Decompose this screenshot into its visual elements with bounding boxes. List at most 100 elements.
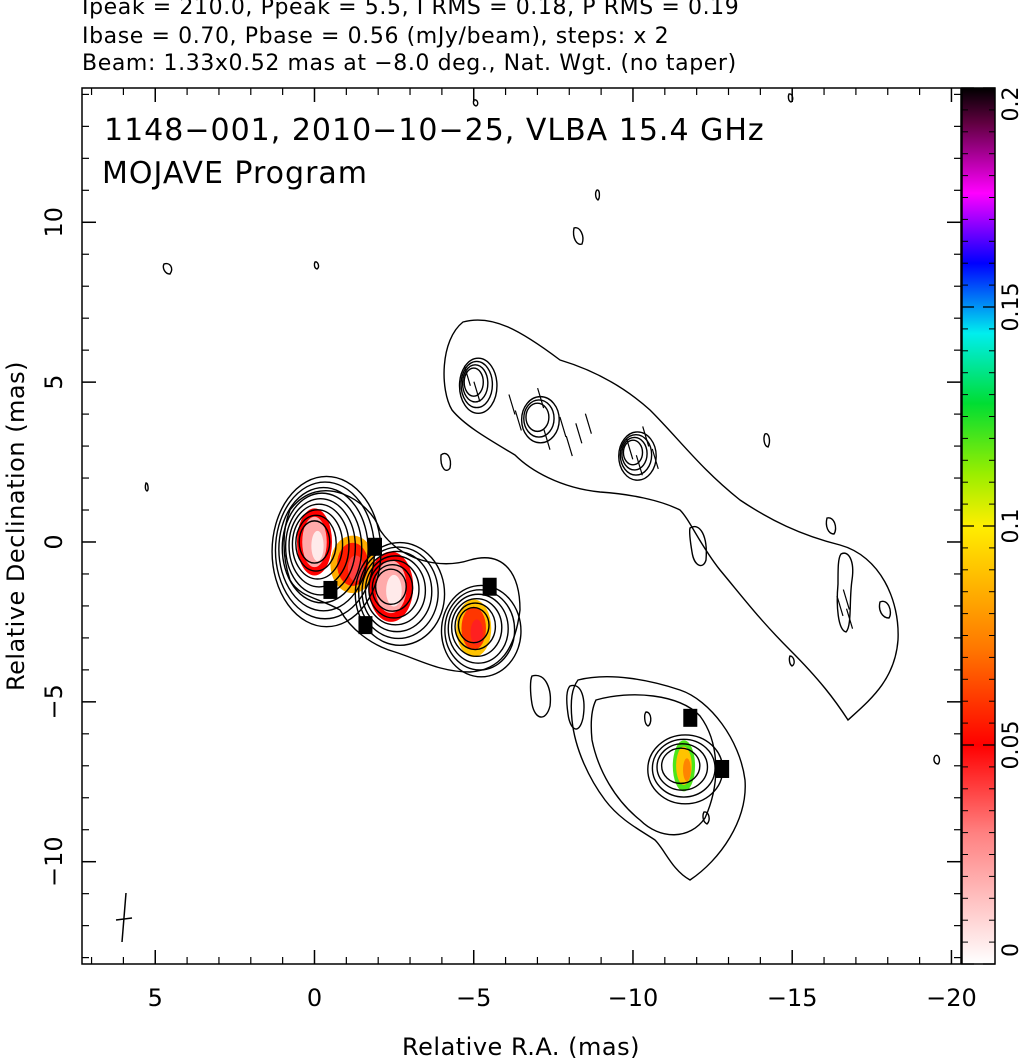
small-contour-c (594, 189, 601, 201)
contour-ring-6-0 (525, 402, 550, 433)
polarization-region-4 (672, 740, 696, 792)
x-tick-label: 5 (148, 984, 163, 1012)
evpa-tick-4 (537, 387, 545, 409)
contour-ring-4-3 (458, 357, 498, 415)
small-contour-mid2 (565, 684, 585, 730)
y-tick-label: −5 (40, 684, 68, 719)
contour-ring-3-2 (651, 738, 716, 798)
evpa-tick-5 (543, 429, 551, 450)
small-contour-far-w (933, 754, 941, 765)
contour-ring-2-5 (440, 584, 522, 678)
contour-ring-1-5 (357, 546, 439, 640)
contour-ring-0-2 (291, 509, 344, 580)
header-line-1: Ipeak = 210.0, Ppeak = 5.5, I RMS = 0.18… (82, 0, 740, 20)
small-contour-j (702, 811, 710, 825)
y-tick-label: 5 (40, 374, 68, 389)
y-tick-label: 10 (40, 207, 68, 238)
x-tick-label: −20 (926, 984, 977, 1012)
jet-outer-contour-upper (443, 319, 899, 722)
contour-ring-0-3 (288, 503, 350, 588)
colorbar: 0 0.05 0.1 0.15 0.2 (961, 87, 1022, 965)
x-tick-label: −15 (767, 984, 818, 1012)
axes: 5 0 −5 −10 −15 −20 −10 −5 0 5 10 (40, 88, 977, 1012)
evpa-tick-9 (584, 413, 592, 434)
small-contour-east (440, 452, 452, 472)
contour-ring-2-1 (454, 602, 497, 651)
small-contour-f (313, 261, 320, 270)
plot-frame (81, 87, 962, 965)
contour-ring-5-1 (621, 436, 648, 471)
contour-ring-0-0 (298, 520, 331, 564)
colorbar-tick-label: 0 (999, 943, 1022, 957)
polarization-blob-core (470, 619, 483, 646)
small-contour-i (144, 482, 149, 492)
evpa-tick-12 (642, 426, 650, 447)
evpa-tick-0 (463, 365, 471, 386)
contour-ring-5-2 (619, 433, 653, 476)
contour-ring-2-0 (457, 606, 490, 644)
contour-ring-1-4 (361, 550, 433, 633)
contour-ring-5-0 (622, 439, 644, 466)
contour-ring-1-0 (374, 568, 407, 606)
evpa-tick-16 (842, 589, 850, 610)
jet-mid-contour-lower (590, 694, 717, 836)
contour-ring-6-1 (523, 399, 555, 438)
evpa-tick-11 (635, 455, 643, 476)
contour-ring-1-2 (368, 559, 420, 619)
evpa-tick-2 (508, 394, 516, 415)
small-contour-w (825, 517, 837, 535)
contour-ring-2-3 (447, 593, 509, 664)
x-axis-label: Relative R.A. (mas) (402, 1033, 640, 1060)
polarization-saturated-2 (683, 708, 698, 727)
small-contour-a (763, 433, 771, 448)
small-contour-b (643, 711, 652, 727)
contour-ring-1-6 (354, 541, 446, 646)
contour-ring-3-3 (647, 734, 724, 805)
small-contour-d (788, 655, 795, 667)
y-axis-label: Relative Declination (mas) (2, 361, 30, 691)
contour-layer (144, 93, 941, 881)
contour-ring-0-5 (281, 492, 363, 604)
colorbar-tick-label: 0.15 (999, 283, 1022, 332)
colorbar-ticks: 0 0.05 0.1 0.15 0.2 (962, 87, 1022, 965)
evpa-tick-7 (565, 435, 573, 457)
plot-area (81, 87, 962, 965)
header-line-3: Beam: 1.33x0.52 mas at −8.0 deg., Nat. W… (82, 51, 737, 76)
evpa-tick-3 (514, 410, 522, 431)
contour-ring-3-1 (656, 743, 709, 791)
contour-ring-5-3 (618, 431, 657, 481)
chart-subtitle: MOJAVE Program (102, 156, 368, 191)
evpa-tick-6 (559, 416, 567, 438)
contour-ring-1-1 (371, 564, 414, 612)
y-tick-label: 0 (40, 534, 68, 549)
polarization-blob-core (386, 574, 402, 607)
contour-ring-0-7 (274, 481, 376, 620)
polarization-blob-core (347, 555, 364, 582)
polarization-region-0 (296, 508, 333, 576)
small-contour-ne (572, 227, 584, 245)
polarization-region-3 (456, 599, 492, 658)
evpa-tick-1 (473, 381, 481, 402)
header-line-2: Ibase = 0.70, Pbase = 0.56 (mJy/beam), s… (82, 24, 670, 49)
contour-ring-4-0 (463, 367, 484, 397)
colorbar-tick-label: 0.05 (999, 721, 1022, 770)
y-tick-label: −10 (40, 836, 68, 887)
small-contour-e2 (836, 552, 854, 633)
beam-minor-axis (115, 917, 133, 921)
contour-ring-0-6 (278, 486, 369, 612)
chart-title: 1148−001, 2010−10−25, VLBA 15.4 GHz (104, 113, 765, 148)
contour-ring-0-4 (284, 497, 357, 596)
colorbar-tick-label: 0.2 (999, 87, 1022, 122)
polarization-blob-core (311, 530, 324, 562)
small-contour-e (162, 262, 173, 275)
polarization-blob-core (683, 758, 691, 782)
evpa-tick-13 (651, 448, 659, 470)
jet-outer-contour-lower (570, 676, 746, 881)
evpa-tick-10 (626, 439, 634, 460)
x-tick-label: −10 (608, 984, 659, 1012)
evpa-tick-15 (845, 608, 854, 629)
jet-outer-contour-core (283, 490, 521, 673)
small-contour-mid (529, 674, 552, 718)
small-contour-west-blob (878, 600, 892, 619)
